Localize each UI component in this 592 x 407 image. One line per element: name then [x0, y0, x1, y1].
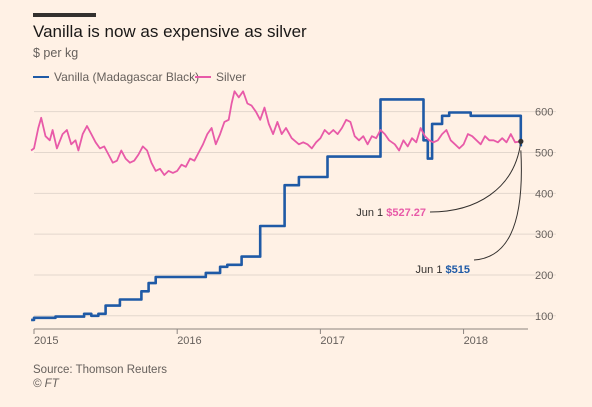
annotation-silver-date: Jun 1 [356, 207, 386, 219]
annotation-leader-vanilla [473, 150, 522, 261]
y-tick-label: 100 [535, 311, 553, 323]
legend-label-silver: Silver [216, 70, 247, 84]
x-tick-label: 2018 [464, 335, 488, 347]
chart-title: Vanilla is now as expensive as silver [33, 22, 307, 41]
y-tick-label: 200 [535, 270, 553, 282]
y-tick-label: 600 [535, 107, 553, 119]
title-accent-bar [33, 13, 96, 17]
chart-subtitle: $ per kg [33, 46, 79, 60]
x-tick-label: 2017 [320, 335, 344, 347]
legend-label-vanilla: Vanilla (Madagascar Black) [54, 70, 200, 84]
y-tick-label: 400 [535, 188, 553, 200]
annotation-silver: Jun 1 $527.27 [356, 207, 426, 219]
series-line-vanilla [31, 98, 523, 322]
source-note: Source: Thomson Reuters [33, 364, 168, 376]
legend-item-vanilla: Vanilla (Madagascar Black) [33, 70, 199, 84]
annotation-silver-value: $527.27 [386, 207, 426, 219]
credit-note: © FT [33, 378, 59, 390]
annotation-leader-silver [429, 141, 522, 213]
footer: Source: Thomson Reuters © FT [33, 363, 167, 391]
x-tick-label: 2015 [34, 335, 58, 347]
annotation-vanilla-date: Jun 1 [416, 264, 446, 276]
series-line-silver [30, 90, 521, 176]
annotation-vanilla: Jun 1 $515 [416, 264, 470, 276]
y-tick-label: 300 [535, 229, 553, 241]
annotation-vanilla-value: $515 [446, 264, 470, 276]
end-point-silver [518, 138, 524, 144]
x-tick-label: 2016 [177, 335, 201, 347]
legend-swatch-vanilla [33, 76, 49, 78]
y-tick-label: 500 [535, 148, 553, 160]
legend-item-silver: Silver [195, 70, 246, 84]
legend-swatch-silver [195, 76, 211, 78]
